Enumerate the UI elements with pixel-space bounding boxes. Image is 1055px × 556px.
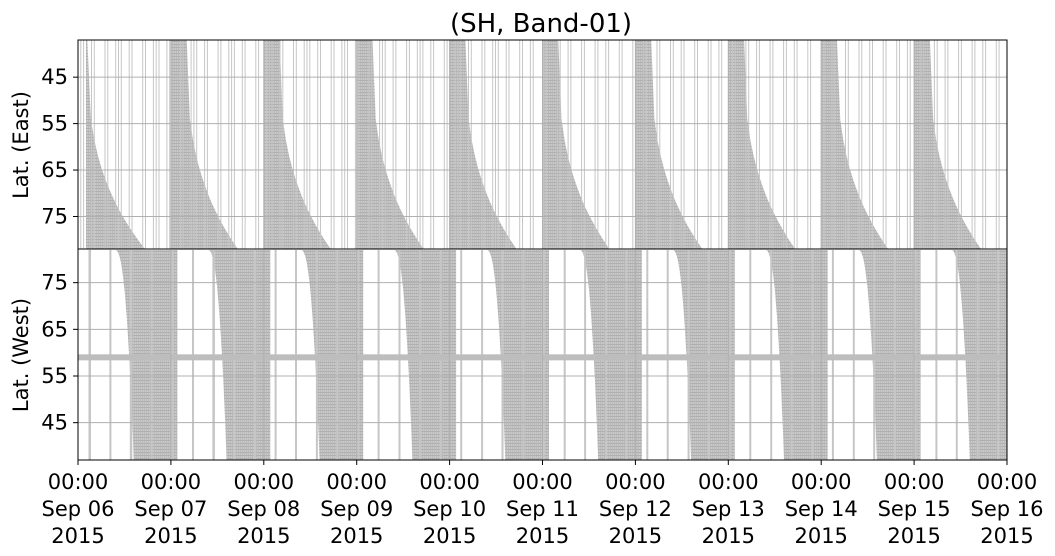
east-coverage-day-8: [728, 40, 796, 249]
x-tick-label-time: 00:00: [141, 470, 202, 494]
x-tick-label-date: Sep 12: [599, 497, 672, 521]
x-tick-label-year: 2015: [794, 524, 847, 548]
west-y-ticks: 75 65 55 45: [41, 271, 78, 435]
east-y-tick-label: 45: [41, 65, 68, 89]
x-tick-label-year: 2015: [887, 524, 940, 548]
west-y-tick-label: 45: [41, 411, 68, 435]
x-tick-label-date: Sep 10: [413, 497, 486, 521]
x-tick-label-date: Sep 06: [42, 497, 115, 521]
west-panel: [78, 250, 1007, 460]
east-y-ticks: 45 55 65 75: [41, 65, 78, 228]
east-coverage: [78, 40, 1000, 249]
x-tick-label-year: 2015: [609, 524, 662, 548]
west-y-tick-label: 55: [41, 364, 68, 388]
east-panel: [78, 40, 1007, 249]
east-grid: [78, 40, 1007, 249]
x-tick-label-date: Sep 11: [506, 497, 579, 521]
west-y-tick-label: 75: [41, 271, 68, 295]
chart-title: (SH, Band-01): [450, 9, 632, 39]
x-tick-label-date: Sep 08: [227, 497, 300, 521]
east-y-tick-label: 55: [41, 112, 68, 136]
east-coverage-day-4: [356, 40, 424, 249]
east-coverage-day-3: [263, 40, 331, 249]
x-tick-label-year: 2015: [423, 524, 476, 548]
east-coverage-day-1: [86, 40, 145, 249]
east-coverage-day-6: [542, 40, 610, 249]
east-coverage-day-9: [821, 40, 889, 249]
x-tick-label-year: 2015: [237, 524, 290, 548]
x-tick-label-time: 00:00: [326, 470, 387, 494]
west-coverage: [78, 250, 1007, 460]
x-tick-label-time: 00:00: [419, 470, 480, 494]
east-coverage-day-10: [914, 40, 981, 249]
x-ticks: 00:00 Sep 06 2015 00:00 Sep 07 2015 00:00 Sep 0…: [42, 460, 1044, 548]
x-tick-label-year: 2015: [51, 524, 104, 548]
x-tick-label-time: 00:00: [48, 470, 109, 494]
east-y-tick-label: 75: [41, 204, 68, 228]
x-tick-label-date: Sep 15: [878, 497, 951, 521]
x-tick-label-time: 00:00: [791, 470, 852, 494]
east-y-tick-label: 65: [41, 158, 68, 182]
east-coverage-day-7: [635, 40, 703, 249]
east-coverage-day-2: [170, 40, 238, 249]
west-y-tick-label: 65: [41, 317, 68, 341]
x-tick-label-time: 00:00: [698, 470, 759, 494]
x-tick-label-date: Sep 16: [971, 497, 1044, 521]
west-grid: [78, 250, 1007, 460]
x-tick-label-time: 00:00: [884, 470, 945, 494]
x-tick-label-date: Sep 14: [785, 497, 858, 521]
x-tick-label-date: Sep 07: [134, 497, 207, 521]
west-y-axis-label: Lat. (West): [9, 298, 33, 412]
x-tick-label-time: 00:00: [512, 470, 573, 494]
x-tick-label-year: 2015: [516, 524, 569, 548]
x-tick-label-time: 00:00: [605, 470, 666, 494]
east-y-axis-label: Lat. (East): [9, 91, 33, 199]
x-tick-label-year: 2015: [980, 524, 1033, 548]
x-tick-label-time: 00:00: [977, 470, 1038, 494]
x-tick-label-year: 2015: [702, 524, 755, 548]
east-coverage-day-5: [449, 40, 517, 249]
x-tick-label-year: 2015: [144, 524, 197, 548]
x-tick-label-date: Sep 09: [320, 497, 393, 521]
x-tick-label-date: Sep 13: [692, 497, 765, 521]
x-tick-label-time: 00:00: [234, 470, 295, 494]
x-tick-label-year: 2015: [330, 524, 383, 548]
